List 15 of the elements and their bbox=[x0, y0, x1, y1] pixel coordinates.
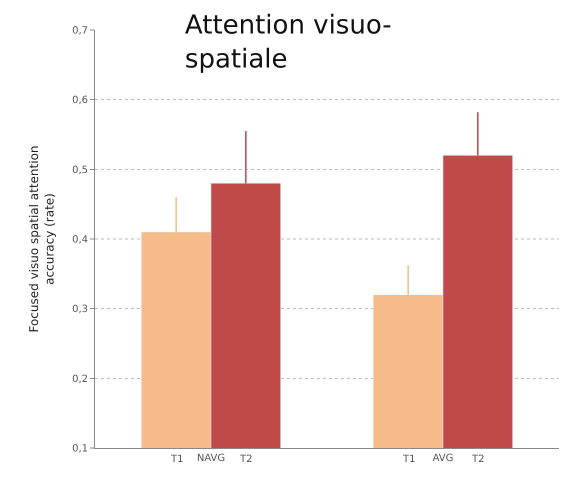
x-tick-label: NAVG bbox=[196, 453, 226, 464]
y-tick-label: 0,3 bbox=[72, 304, 88, 316]
y-tick-label: 0,1 bbox=[72, 444, 88, 454]
y-tick-label: 0,5 bbox=[72, 164, 88, 176]
series-label: T1 bbox=[170, 454, 184, 465]
chart-title: Attention visuo- spatiale bbox=[184, 10, 392, 74]
text: T2 bbox=[472, 454, 484, 465]
text: T1 bbox=[403, 454, 416, 465]
y-tick-label: 0,6 bbox=[72, 95, 88, 106]
y-tick-label: 0,2 bbox=[72, 374, 88, 385]
y-tick-label: 0,7 bbox=[72, 26, 88, 36]
y-axis-title: Focused visuo spatial attention accuracy (rate) bbox=[26, 145, 56, 333]
x-tick-label: AVG bbox=[432, 453, 454, 464]
series-label: T2 bbox=[239, 454, 252, 465]
y-tick-label: 0,4 bbox=[72, 234, 88, 246]
